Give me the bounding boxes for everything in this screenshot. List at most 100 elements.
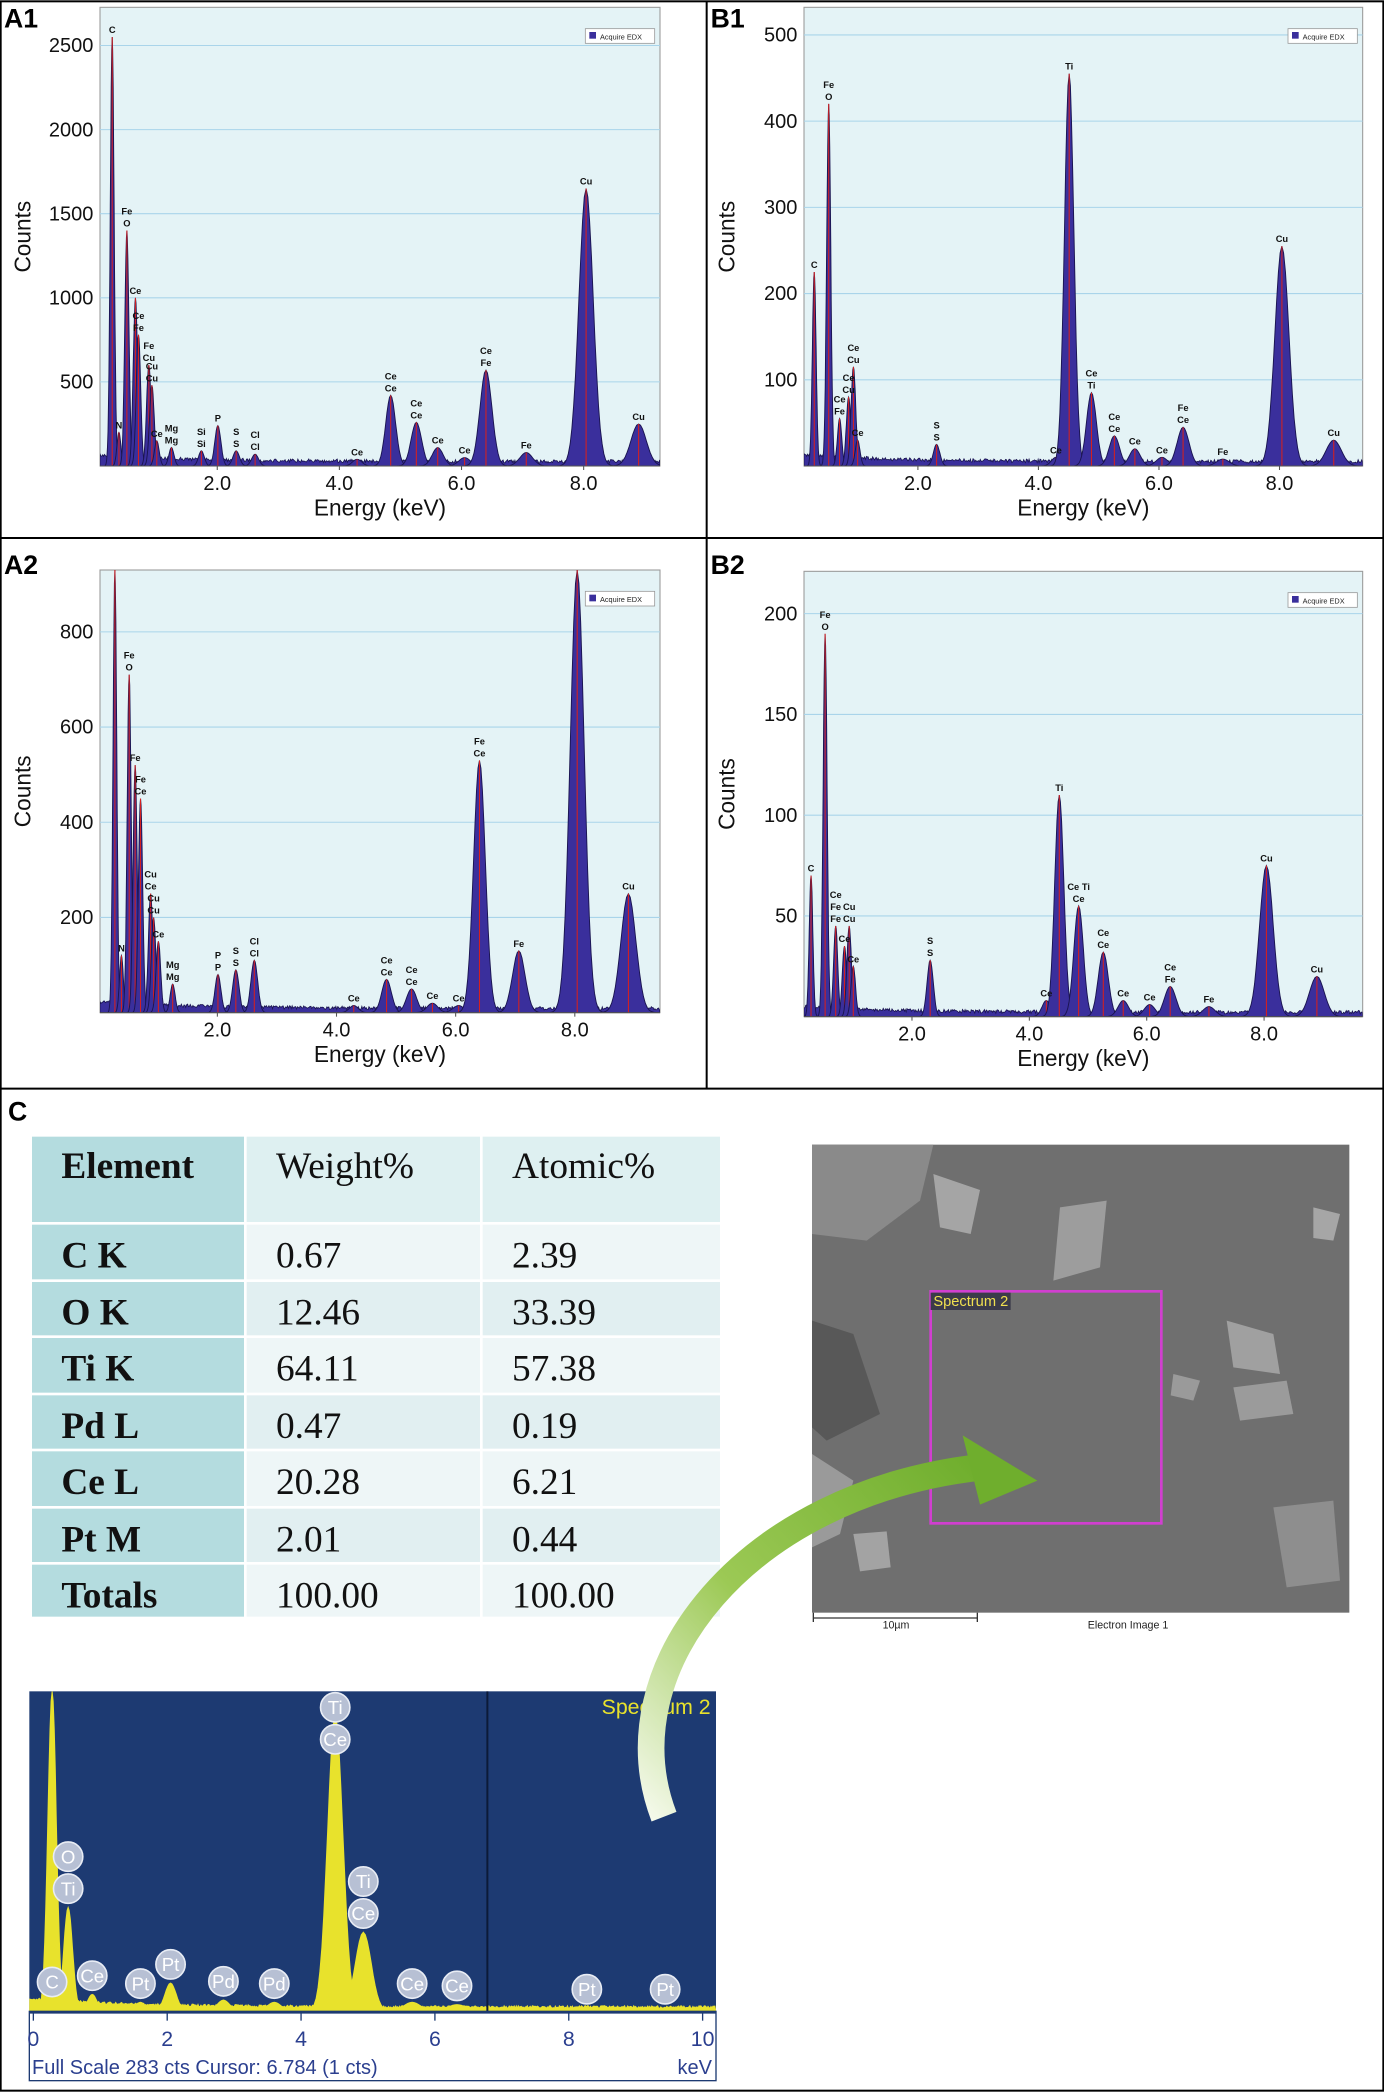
peak-label: S bbox=[233, 439, 239, 449]
panel-label: C bbox=[8, 1097, 27, 1127]
table-cell bbox=[32, 1395, 244, 1449]
peak-label: Cu bbox=[1260, 854, 1273, 864]
peak-label-badge bbox=[76, 1960, 108, 1992]
peak-label: Fe bbox=[830, 902, 841, 912]
peak-label: Ce bbox=[135, 786, 147, 796]
peak-label: O bbox=[126, 663, 133, 673]
peak-label-badge bbox=[52, 1873, 84, 1905]
peak-label: O bbox=[61, 1846, 76, 1867]
y-tick-label: 400 bbox=[60, 812, 93, 834]
peak-label: Mg bbox=[166, 960, 180, 970]
x-axis-title: Energy (keV) bbox=[1017, 1045, 1149, 1071]
peak-label: O bbox=[825, 92, 832, 102]
spectrum-region bbox=[929, 1290, 1163, 1525]
y-tick-label: 50 bbox=[775, 906, 797, 928]
table-cell-text: O K bbox=[61, 1293, 128, 1334]
peak-label: Ce bbox=[410, 410, 422, 420]
peak-label: Ti bbox=[1065, 62, 1073, 72]
peak-label: Pt bbox=[132, 1973, 150, 1994]
peak-label: Ce bbox=[432, 435, 444, 445]
x-tick-label: 10 bbox=[691, 2027, 715, 2051]
peak-label-badge bbox=[258, 1968, 290, 2000]
peak-label: Cu bbox=[1276, 234, 1289, 244]
table-cell bbox=[32, 1338, 244, 1393]
peak bbox=[607, 423, 660, 466]
peak-label: Fe bbox=[1217, 447, 1228, 457]
peak-label: Ce bbox=[843, 373, 855, 383]
peak-label: Si bbox=[197, 439, 206, 449]
table-cell bbox=[32, 1136, 244, 1222]
peak-label-badge bbox=[319, 1691, 351, 1723]
table-cell bbox=[482, 1136, 720, 1222]
table-cell bbox=[482, 1564, 720, 1617]
peak-label: Ce bbox=[1108, 412, 1120, 422]
table-cell bbox=[246, 1338, 480, 1393]
peak-label: Fe bbox=[121, 207, 132, 217]
spectrum-chart: B250100150200CFeOCeFeFeCeCuCuCeSSCeTiCe … bbox=[711, 550, 1364, 1071]
y-axis-title: Counts bbox=[714, 201, 740, 273]
peak-label: Ce bbox=[323, 1729, 347, 1750]
x-axis-title: Energy (keV) bbox=[314, 1041, 446, 1067]
peak-label: Ti bbox=[1055, 783, 1063, 793]
table-cell-text: 0.67 bbox=[276, 1235, 341, 1276]
table-cell-text: Ti K bbox=[61, 1349, 134, 1390]
panel-label: B2 bbox=[711, 550, 745, 580]
x-tick-label: 6.0 bbox=[448, 473, 476, 495]
peak-label: Ti bbox=[61, 1878, 76, 1899]
spectrum-chart: A15001000150020002500CNFeOCeCeFeFeCuCuCu… bbox=[4, 3, 661, 520]
legend-box bbox=[584, 28, 656, 44]
table-cell-text: Totals bbox=[61, 1575, 157, 1616]
peak-label: Ce bbox=[1086, 369, 1098, 379]
y-axis-title: Counts bbox=[714, 758, 740, 830]
peak-label-badge bbox=[441, 1970, 473, 2002]
charts: A15001000150020002500CNFeOCeCeFeFeCuCuCu… bbox=[4, 3, 1364, 2082]
peak-label: Cu bbox=[632, 412, 645, 422]
table-cell bbox=[32, 1451, 244, 1506]
peak-label: Ce bbox=[459, 446, 471, 456]
legend-swatch bbox=[1292, 32, 1299, 39]
x-axis-title: Energy (keV) bbox=[1017, 494, 1149, 520]
table-cell-text: 57.38 bbox=[512, 1349, 596, 1390]
plot-area bbox=[99, 6, 661, 467]
peak-label: Fe bbox=[830, 914, 841, 924]
particle bbox=[1226, 1320, 1280, 1374]
peak-label: Cu bbox=[147, 893, 160, 903]
table-cell bbox=[482, 1508, 720, 1562]
peak-label: Cu bbox=[842, 385, 855, 395]
y-tick-label: 800 bbox=[60, 622, 93, 644]
peak-label: S bbox=[927, 948, 933, 958]
table-cell bbox=[482, 1395, 720, 1449]
table-cell bbox=[32, 1282, 244, 1336]
y-tick-label: 2500 bbox=[49, 35, 94, 57]
x-tick-label: 0 bbox=[27, 2027, 39, 2051]
peak-label: Ce bbox=[1117, 989, 1129, 999]
x-tick-label: 8.0 bbox=[561, 1020, 589, 1042]
peak-label: P bbox=[215, 951, 221, 961]
peak-label: Ce bbox=[145, 882, 157, 892]
x-tick-label: 4 bbox=[295, 2027, 307, 2051]
x-tick-label: 6 bbox=[429, 2027, 441, 2051]
y-tick-label: 100 bbox=[764, 369, 797, 391]
x-tick-label: 8.0 bbox=[1250, 1024, 1278, 1046]
peak-label: Ce bbox=[1108, 424, 1120, 434]
particle bbox=[1273, 1500, 1340, 1588]
y-tick-label: 200 bbox=[60, 907, 93, 929]
table-cell bbox=[482, 1282, 720, 1336]
arrow bbox=[637, 1435, 1038, 1822]
table-cell bbox=[482, 1338, 720, 1393]
peak-label: Cu bbox=[146, 361, 159, 371]
table-cell-text: Ce L bbox=[61, 1462, 139, 1503]
table-cell-text: Pd L bbox=[61, 1406, 139, 1447]
y-tick-label: 600 bbox=[60, 717, 93, 739]
peak-label-badge bbox=[155, 1948, 187, 1980]
y-tick-label: 500 bbox=[60, 372, 93, 394]
table-cell-text: Pt M bbox=[61, 1519, 141, 1560]
peak-label: Ce bbox=[381, 955, 393, 965]
x-tick-label: 2 bbox=[161, 2027, 173, 2051]
x-tick-label: 2.0 bbox=[203, 473, 231, 495]
peak-label: C bbox=[811, 260, 818, 270]
peak-label: Pt bbox=[656, 1979, 674, 2000]
peak-label: Ce bbox=[852, 428, 864, 438]
legend-label: Acquire EDX bbox=[1303, 596, 1345, 605]
